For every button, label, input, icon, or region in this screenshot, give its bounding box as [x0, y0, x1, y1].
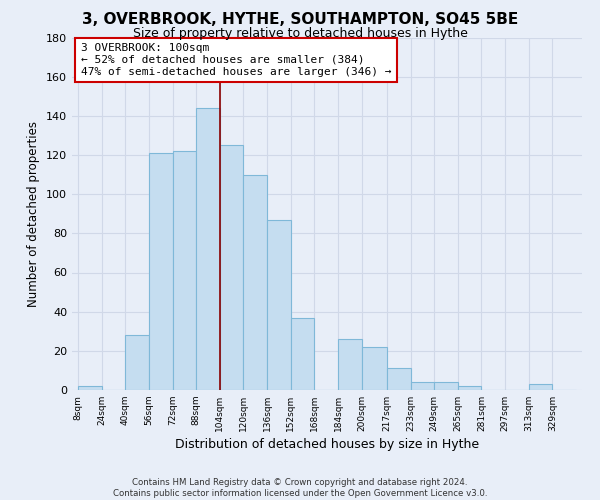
Bar: [434, 382, 458, 390]
Bar: [458, 386, 481, 390]
Bar: [125, 335, 149, 390]
Bar: [529, 384, 553, 390]
Text: 3, OVERBROOK, HYTHE, SOUTHAMPTON, SO45 5BE: 3, OVERBROOK, HYTHE, SOUTHAMPTON, SO45 5…: [82, 12, 518, 28]
Bar: [220, 145, 244, 390]
Text: Size of property relative to detached houses in Hythe: Size of property relative to detached ho…: [133, 28, 467, 40]
Bar: [196, 108, 220, 390]
Text: Contains HM Land Registry data © Crown copyright and database right 2024.
Contai: Contains HM Land Registry data © Crown c…: [113, 478, 487, 498]
Bar: [149, 153, 173, 390]
Bar: [244, 174, 267, 390]
Bar: [173, 151, 196, 390]
Bar: [78, 386, 101, 390]
X-axis label: Distribution of detached houses by size in Hythe: Distribution of detached houses by size …: [175, 438, 479, 451]
Bar: [362, 347, 387, 390]
Bar: [410, 382, 434, 390]
Y-axis label: Number of detached properties: Number of detached properties: [28, 120, 40, 306]
Bar: [291, 318, 314, 390]
Bar: [387, 368, 410, 390]
Text: 3 OVERBROOK: 100sqm
← 52% of detached houses are smaller (384)
47% of semi-detac: 3 OVERBROOK: 100sqm ← 52% of detached ho…: [81, 44, 391, 76]
Bar: [338, 339, 362, 390]
Bar: [267, 220, 291, 390]
